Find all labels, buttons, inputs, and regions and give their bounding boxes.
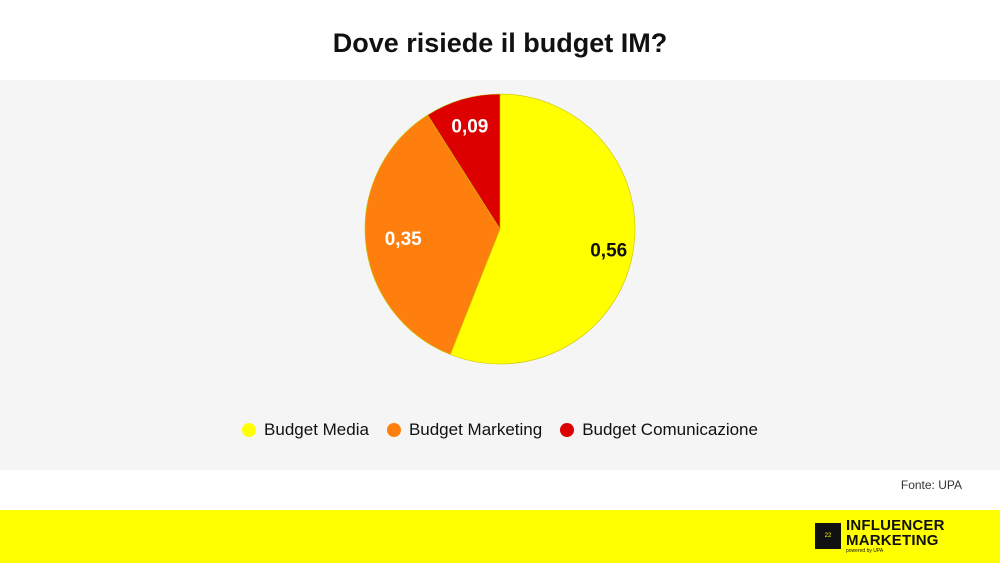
source-note: Fonte: UPA [900, 478, 962, 492]
legend-item-budget-comunicazione: Budget Comunicazione [560, 420, 758, 440]
legend-item-budget-media: Budget Media [242, 420, 369, 440]
logo-mark-icon: 22 [815, 523, 841, 549]
chart-panel: 0,56 0,35 0,09 Budget Media Budget Marketi… [0, 80, 1000, 470]
pie-chart: 0,56 0,35 0,09 [364, 93, 636, 365]
logo-line-1: INFLUENCER [846, 517, 945, 534]
legend-label: Budget Comunicazione [582, 420, 758, 439]
legend-label: Budget Media [264, 420, 369, 439]
pie-data-label: 0,35 [385, 229, 422, 250]
legend-dot-icon [386, 423, 401, 437]
footer-bar: 22 INFLUENCER MARKETING powered by UPA [0, 510, 1000, 563]
pie-data-label: 0,56 [590, 241, 627, 262]
logo-text: INFLUENCER MARKETING powered by UPA [846, 518, 945, 554]
brand-logo: 22 INFLUENCER MARKETING powered by UPA [815, 518, 945, 554]
legend-item-budget-marketing: Budget Marketing [386, 420, 543, 440]
logo-subtitle: powered by UPA [846, 548, 884, 554]
pie-slice-budget-media [449, 93, 636, 365]
logo-line-2: MARKETING [846, 532, 939, 549]
chart-legend: Budget Media Budget Marketing Budget Com… [0, 420, 1000, 440]
pie-data-label: 0,09 [451, 116, 488, 137]
chart-title: Dove risiede il budget IM? [332, 28, 668, 58]
pie-slice-budget-comunicazione [427, 93, 501, 231]
legend-dot-icon [560, 423, 575, 437]
legend-label: Budget Marketing [408, 420, 543, 439]
legend-dot-icon [242, 423, 257, 437]
pie-slice-budget-marketing [364, 114, 501, 355]
